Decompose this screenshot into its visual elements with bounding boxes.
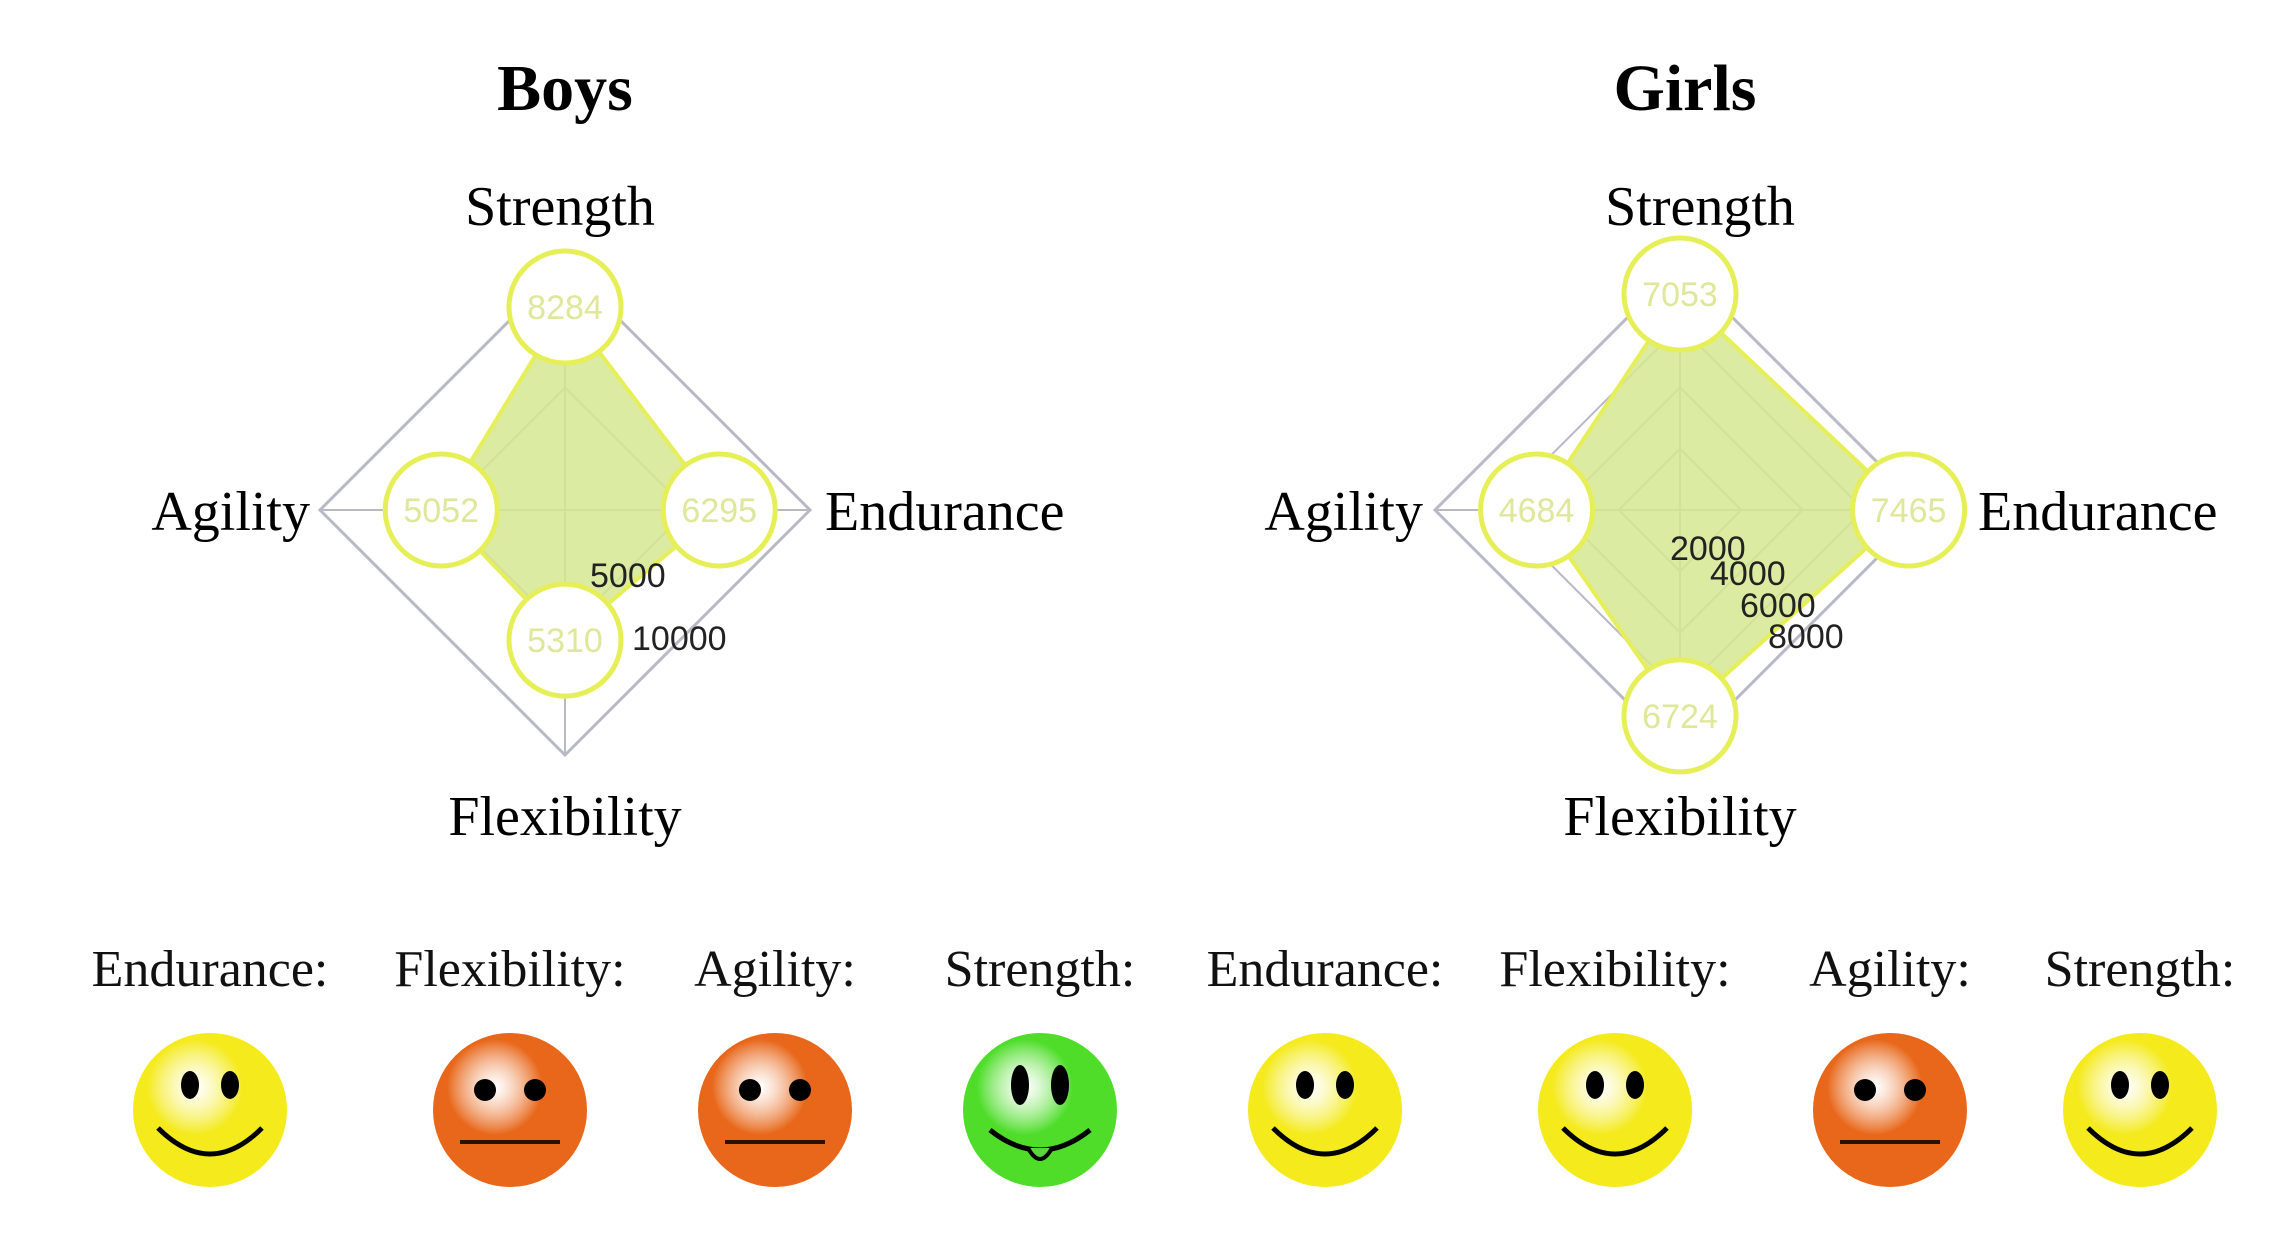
happy-face-icon xyxy=(133,1033,287,1187)
excellent-face-icon xyxy=(963,1033,1117,1187)
value-point xyxy=(660,451,778,569)
value-label: 5052 xyxy=(403,492,479,530)
happy-face-icon xyxy=(1248,1033,1402,1187)
chart-title: Boys xyxy=(497,52,633,125)
axis-label-flexibility: Flexibility xyxy=(1563,786,1796,848)
tick-label: 6000 xyxy=(1740,587,1816,625)
value-point xyxy=(1621,657,1739,775)
axis-label-strength: Strength xyxy=(465,176,655,238)
radar-chart-boys: Boys 5000 10000 8284 6295 5310 5052 Strength End… xyxy=(151,52,1064,848)
value-label: 5310 xyxy=(527,622,603,660)
value-point xyxy=(1478,451,1596,569)
axis-label-endurance: Endurance xyxy=(1978,481,2217,543)
value-label: 7465 xyxy=(1871,492,1947,530)
neutral-face-icon xyxy=(1813,1033,1967,1187)
axis-label-agility: Agility xyxy=(1264,481,1423,543)
axis-label-agility: Agility xyxy=(151,481,310,543)
axis-label-flexibility: Flexibility xyxy=(448,786,681,848)
neutral-face-icon xyxy=(698,1033,852,1187)
happy-face-icon xyxy=(2063,1033,2217,1187)
rating-label: Endurance: xyxy=(91,941,329,998)
axis-label-strength: Strength xyxy=(1605,176,1795,238)
value-label: 6724 xyxy=(1642,698,1718,736)
value-point xyxy=(506,248,624,366)
value-point xyxy=(1621,235,1739,353)
rating-label: Agility: xyxy=(1809,941,1971,998)
radar-charts-svg: Boys 5000 10000 8284 6295 5310 5052 Strength End… xyxy=(151,52,2217,848)
value-point xyxy=(506,581,624,699)
value-label: 7053 xyxy=(1642,276,1718,314)
happy-face-icon xyxy=(1538,1033,1692,1187)
value-label: 4684 xyxy=(1499,492,1575,530)
value-point xyxy=(1850,451,1968,569)
rating-label: Strength: xyxy=(944,941,1136,998)
tick-label: 5000 xyxy=(590,557,666,595)
tick-label: 10000 xyxy=(632,620,727,658)
value-label: 6295 xyxy=(681,492,757,530)
rating-label: Endurance: xyxy=(1206,941,1444,998)
value-point xyxy=(382,451,500,569)
tick-label: 4000 xyxy=(1710,555,1786,593)
rating-label: Flexibility: xyxy=(394,941,626,998)
rating-label: Flexibility: xyxy=(1499,941,1731,998)
value-label: 8284 xyxy=(527,289,603,327)
neutral-face-icon xyxy=(433,1033,587,1187)
tick-label: 8000 xyxy=(1768,618,1844,656)
rating-label: Agility: xyxy=(694,941,856,998)
rating-label: Strength: xyxy=(2044,941,2236,998)
tick-label: 2000 xyxy=(1670,530,1746,568)
axis-label-endurance: Endurance xyxy=(825,481,1064,543)
chart-title: Girls xyxy=(1614,52,1757,125)
